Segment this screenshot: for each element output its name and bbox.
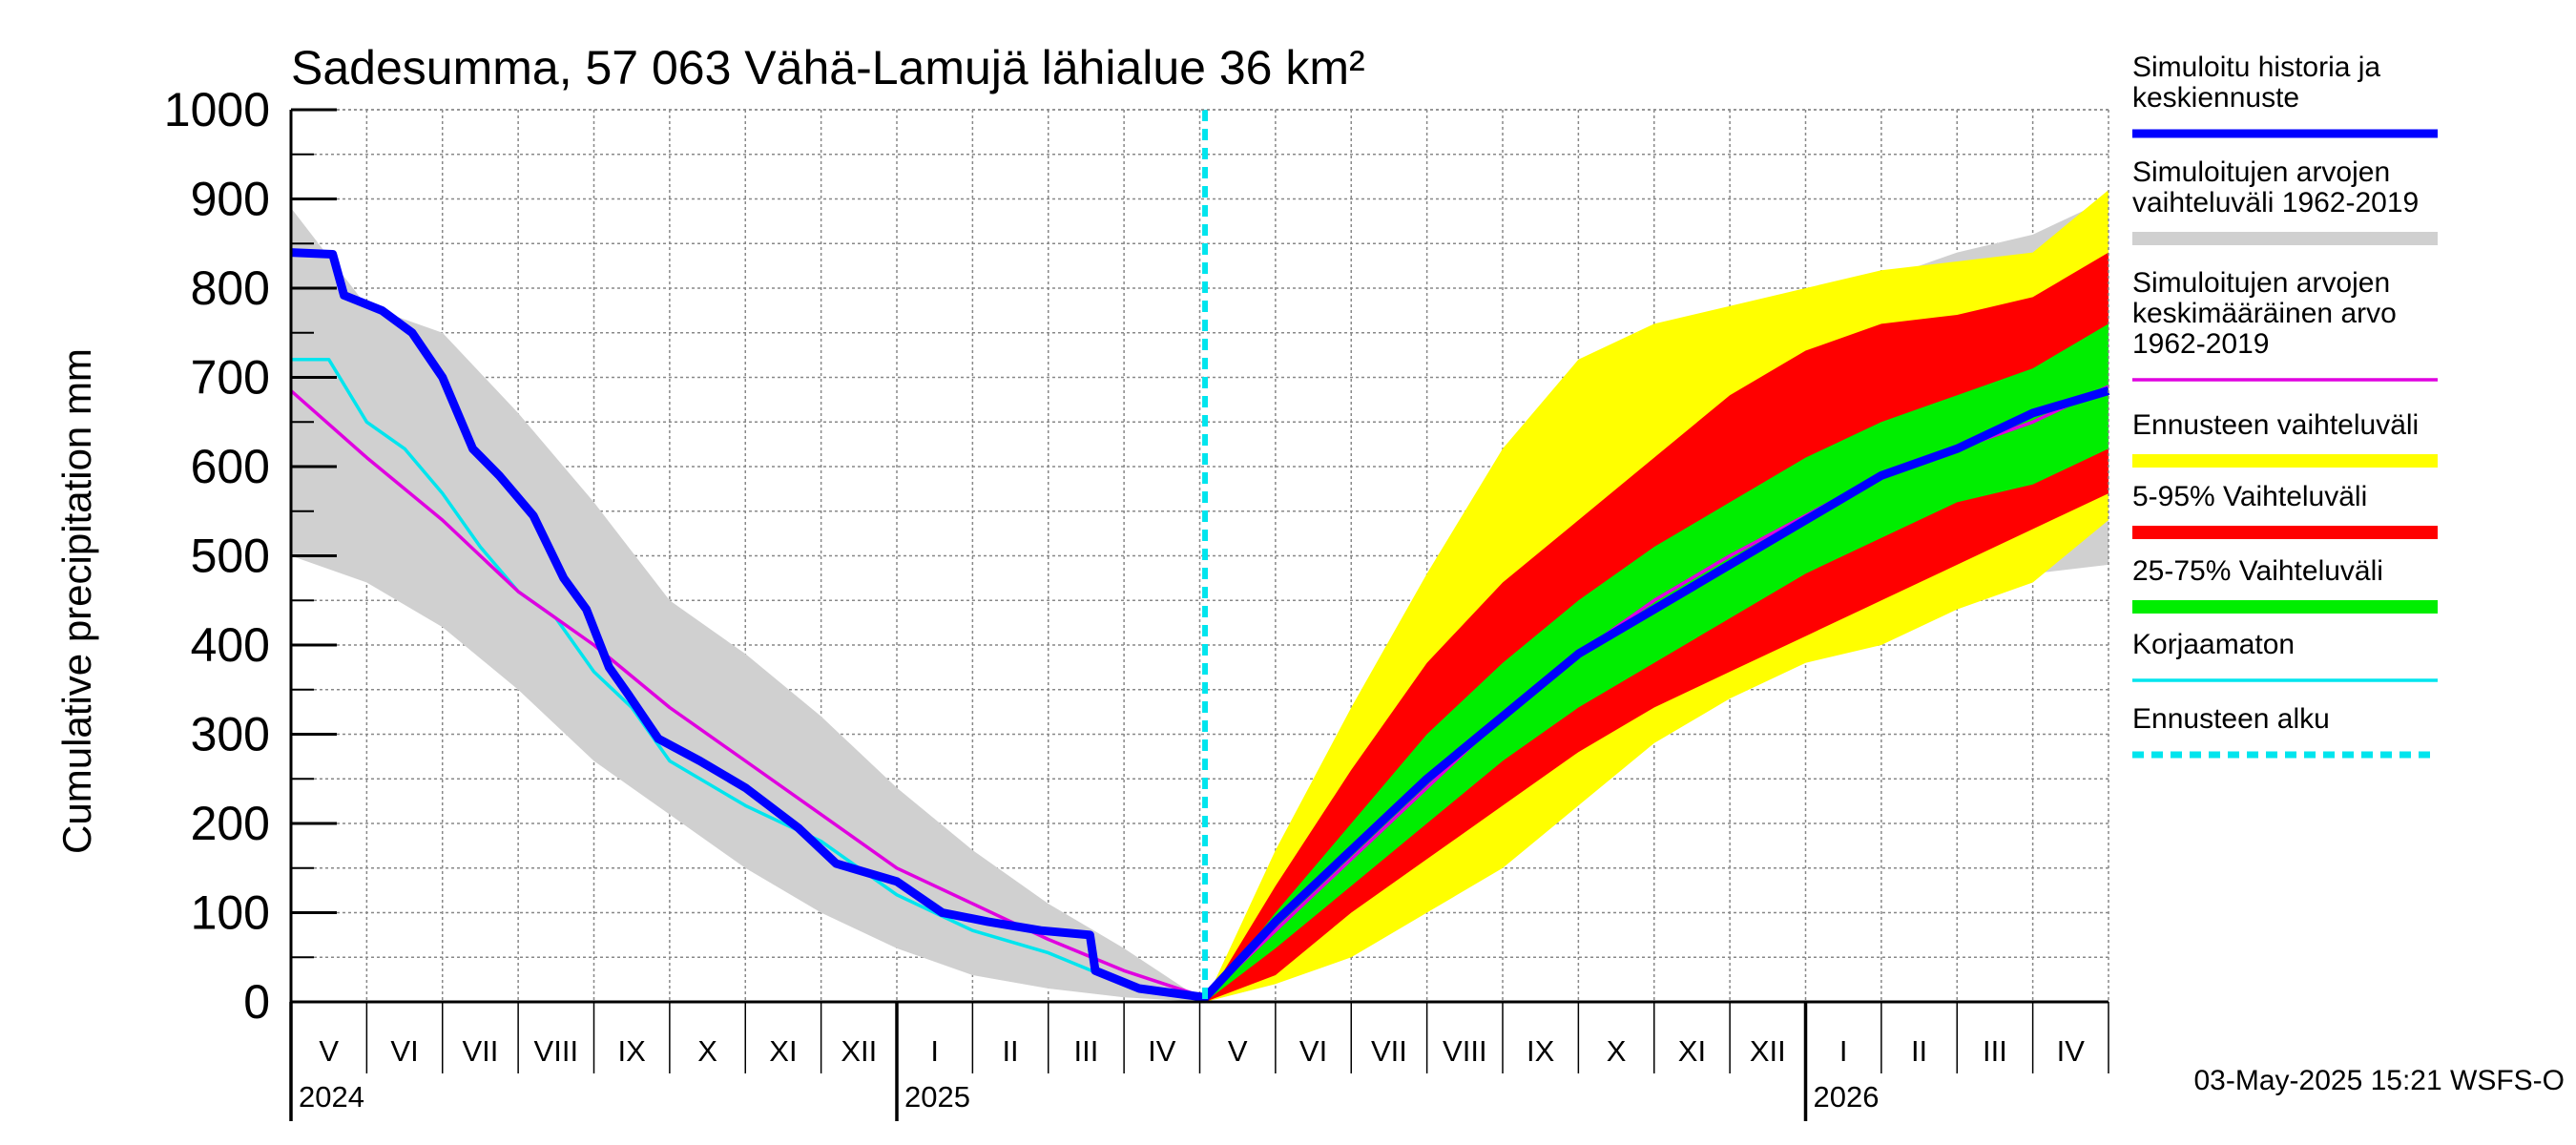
month-label: XII — [841, 1034, 877, 1068]
year-label: 2025 — [904, 1080, 970, 1114]
month-label: XII — [1750, 1034, 1786, 1068]
month-label: XI — [1678, 1034, 1706, 1068]
legend-label: keskiennuste — [2132, 82, 2299, 114]
y-tick-label: 200 — [191, 797, 270, 850]
legend-label: 5-95% Vaihteluväli — [2132, 481, 2367, 512]
legend-label: keskimääräinen arvo — [2132, 298, 2397, 329]
legend-label: Ennusteen vaihteluväli — [2132, 409, 2419, 441]
month-label: XI — [769, 1034, 797, 1068]
legend-label: Simuloitu historia ja — [2132, 52, 2380, 83]
month-label: VI — [1299, 1034, 1327, 1068]
month-label: VIII — [1443, 1034, 1487, 1068]
y-tick-label: 600 — [191, 440, 270, 493]
legend-label: 1962-2019 — [2132, 328, 2269, 360]
y-tick-label: 400 — [191, 618, 270, 672]
month-label: III — [1074, 1034, 1099, 1068]
legend-label: Simuloitujen arvojen — [2132, 156, 2390, 188]
month-label: II — [1002, 1034, 1018, 1068]
year-label: 2026 — [1814, 1080, 1880, 1114]
month-label: V — [319, 1034, 339, 1068]
month-label: VII — [462, 1034, 498, 1068]
chart-title: Sadesumma, 57 063 Vähä-Lamujä lähialue 3… — [291, 41, 1365, 94]
month-label: V — [1228, 1034, 1248, 1068]
month-label: VII — [1371, 1034, 1407, 1068]
month-label: IX — [1527, 1034, 1555, 1068]
month-label: IV — [2057, 1034, 2086, 1068]
simulated-history-line — [290, 248, 2110, 1002]
year-label: 2024 — [299, 1080, 364, 1114]
y-tick-label: 1000 — [164, 83, 270, 136]
history-range-band — [291, 207, 1206, 1002]
series-lines — [289, 110, 2110, 1002]
month-label: X — [697, 1034, 717, 1068]
month-label: X — [1607, 1034, 1627, 1068]
legend-label: Korjaamaton — [2132, 629, 2295, 660]
month-label: VI — [390, 1034, 418, 1068]
y-tick-label: 900 — [191, 173, 270, 226]
y-tick-label: 700 — [191, 351, 270, 405]
month-label: VIII — [534, 1034, 579, 1068]
month-label: IV — [1148, 1034, 1176, 1068]
uncorrected-line — [291, 358, 1206, 1000]
month-label: I — [930, 1034, 939, 1068]
legend-label: Simuloitujen arvojen — [2132, 267, 2390, 299]
forecast-25-75-band — [1205, 323, 2109, 1002]
legend-label: 25-75% Vaihteluväli — [2132, 555, 2383, 587]
legend-label: Ennusteen alku — [2132, 703, 2330, 735]
y-tick-label: 0 — [243, 975, 270, 1029]
month-label: II — [1911, 1034, 1927, 1068]
timestamp-footer: 03-May-2025 15:21 WSFS-O — [2194, 1065, 2566, 1096]
y-tick-label: 800 — [191, 261, 270, 315]
legend-label: vaihteluväli 1962-2019 — [2132, 187, 2419, 219]
y-tick-label: 100 — [191, 886, 270, 940]
month-label: I — [1839, 1034, 1848, 1068]
y-tick-label: 500 — [191, 530, 270, 583]
y-axis-label: Cumulative precipitation mm — [54, 348, 99, 854]
month-label: IX — [618, 1034, 647, 1068]
y-tick-label: 300 — [191, 708, 270, 761]
month-label: III — [1983, 1034, 2007, 1068]
